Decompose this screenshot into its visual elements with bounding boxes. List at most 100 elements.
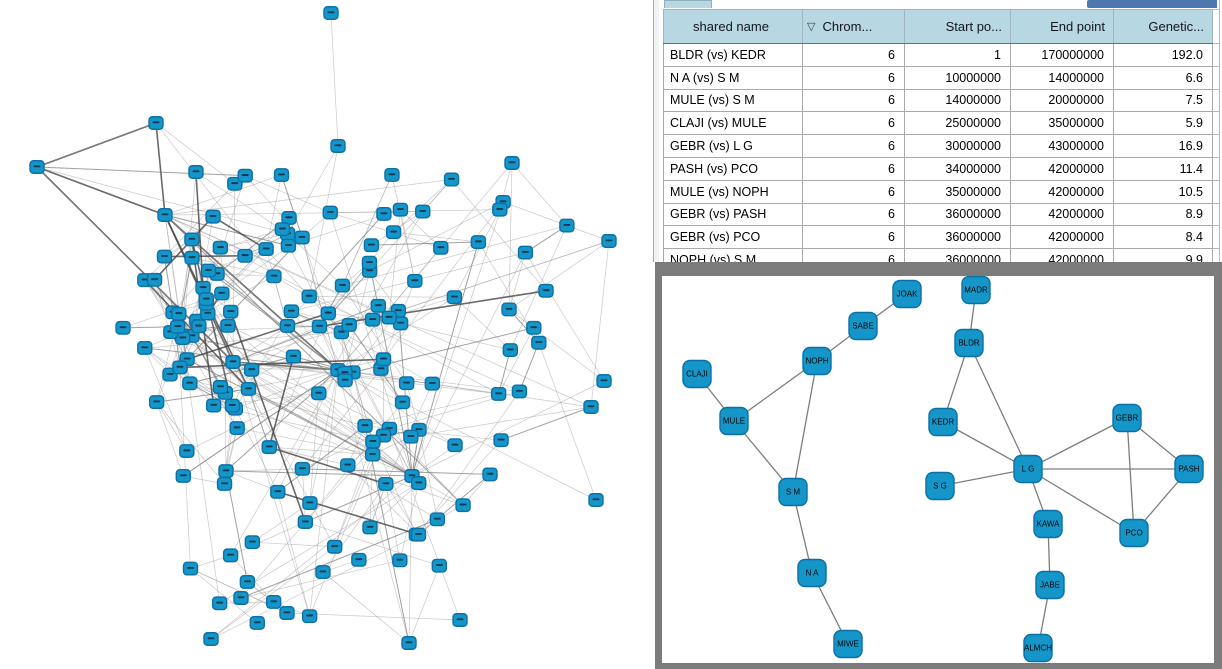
network-overview-canvas[interactable] — [0, 0, 652, 669]
table-cell[interactable]: 6.6 — [1113, 65, 1213, 90]
node-shape[interactable] — [1112, 403, 1142, 433]
table-cell[interactable]: GEBR (vs) L G — [663, 134, 803, 158]
table-cell[interactable]: 42000000 — [1010, 225, 1114, 250]
table-cell[interactable]: 20000000 — [1010, 88, 1114, 113]
table-cell[interactable]: 35000000 — [904, 179, 1011, 204]
node-shape[interactable] — [682, 359, 712, 389]
network-node-kawa[interactable]: KAWA — [1033, 509, 1063, 539]
network-node-sg[interactable]: S G — [925, 471, 955, 501]
column-header-shared-name[interactable]: shared name — [663, 9, 803, 44]
table-cell[interactable]: 14000000 — [1010, 65, 1114, 90]
table-cell[interactable]: 8.4 — [1113, 225, 1213, 250]
table-row[interactable]: GEBR (vs) PASH 6 36000000 42000000 8.9 — [663, 202, 1220, 227]
table-cell[interactable]: 42000000 — [1010, 202, 1114, 227]
table-cell[interactable]: GEBR (vs) PCO — [663, 225, 803, 250]
node-shape[interactable] — [797, 558, 827, 588]
network-node-noph[interactable]: NOPH — [802, 346, 832, 376]
node-shape[interactable] — [802, 346, 832, 376]
panel-tab-stub[interactable] — [664, 0, 712, 8]
column-header-chrom---[interactable]: ▽ Chrom... — [802, 9, 905, 44]
table-row[interactable]: MULE (vs) S M 6 14000000 20000000 7.5 — [663, 88, 1220, 113]
detail-edge[interactable] — [1027, 417, 1128, 470]
node-shape[interactable] — [833, 629, 863, 659]
node-shape[interactable] — [961, 276, 991, 305]
network-node-gebr[interactable]: GEBR — [1112, 403, 1142, 433]
node-shape[interactable] — [925, 471, 955, 501]
table-cell[interactable]: 6 — [802, 179, 905, 204]
detail-edge[interactable] — [1027, 468, 1135, 534]
table-cell[interactable]: 10000000 — [904, 65, 1011, 90]
node-shape[interactable] — [1035, 570, 1065, 600]
node-shape[interactable] — [1174, 454, 1204, 484]
table-cell[interactable]: BLDR (vs) KEDR — [663, 43, 803, 67]
node-shape[interactable] — [1023, 633, 1053, 663]
table-cell[interactable]: 8.9 — [1113, 202, 1213, 227]
table-row[interactable]: BLDR (vs) KEDR 6 1 170000000 192.0 — [663, 43, 1220, 67]
detail-edge[interactable] — [968, 342, 1029, 470]
node-shape[interactable] — [928, 407, 958, 437]
detail-edge[interactable] — [792, 360, 818, 493]
table-cell[interactable]: MULE (vs) NOPH — [663, 179, 803, 204]
node-shape[interactable] — [719, 406, 749, 436]
node-shape[interactable] — [848, 311, 878, 341]
table-cell[interactable]: 6 — [802, 134, 905, 158]
table-cell[interactable]: CLAJI (vs) MULE — [663, 111, 803, 136]
table-cell[interactable]: 6 — [802, 88, 905, 113]
table-cell[interactable]: 6 — [802, 202, 905, 227]
table-cell[interactable]: 35000000 — [1010, 111, 1114, 136]
column-header-start-po---[interactable]: Start po... — [904, 9, 1011, 44]
table-cell[interactable]: 6 — [802, 43, 905, 67]
table-row[interactable]: N A (vs) S M 6 10000000 14000000 6.6 — [663, 65, 1220, 90]
table-row[interactable]: PASH (vs) PCO 6 34000000 42000000 11.4 — [663, 156, 1220, 181]
table-cell[interactable]: 16.9 — [1113, 134, 1213, 158]
network-node-mule[interactable]: MULE — [719, 406, 749, 436]
scrollbar-thumb[interactable] — [1087, 0, 1217, 8]
table-cell[interactable]: 10.5 — [1113, 179, 1213, 204]
table-cell[interactable]: 6 — [802, 156, 905, 181]
network-node-pco[interactable]: PCO — [1119, 518, 1149, 548]
table-row[interactable]: GEBR (vs) L G 6 30000000 43000000 16.9 — [663, 134, 1220, 158]
table-row[interactable]: MULE (vs) NOPH 6 35000000 42000000 10.5 — [663, 179, 1220, 204]
node-shape[interactable] — [1119, 518, 1149, 548]
table-cell[interactable]: 6 — [802, 225, 905, 250]
network-node-almch[interactable]: ALMCH — [1023, 633, 1053, 663]
table-cell[interactable]: 170000000 — [1010, 43, 1114, 67]
table-cell[interactable]: MULE (vs) S M — [663, 88, 803, 113]
node-shape[interactable] — [1013, 454, 1043, 484]
table-cell[interactable]: N A (vs) S M — [663, 65, 803, 90]
table-cell[interactable]: 7.5 — [1113, 88, 1213, 113]
network-node-joak[interactable]: JOAK — [892, 279, 922, 309]
network-node-jabe[interactable]: JABE — [1035, 570, 1065, 600]
network-detail-canvas[interactable]: JOAK SABE NOPH CLAJI MULE S M N A MIWE MADR BLDR K… — [662, 276, 1214, 663]
network-node-miwe[interactable]: MIWE — [833, 629, 863, 659]
network-node-bldr[interactable]: BLDR — [954, 328, 984, 358]
table-cell[interactable]: 5.9 — [1113, 111, 1213, 136]
column-header-genetic---[interactable]: Genetic... — [1113, 9, 1213, 44]
table-cell[interactable]: PASH (vs) PCO — [663, 156, 803, 181]
column-header-end-point[interactable]: End point — [1010, 9, 1114, 44]
node-shape[interactable] — [954, 328, 984, 358]
network-node-na[interactable]: N A — [797, 558, 827, 588]
node-shape[interactable] — [778, 477, 808, 507]
table-cell[interactable]: 6 — [802, 65, 905, 90]
table-cell[interactable]: 30000000 — [904, 134, 1011, 158]
table-cell[interactable]: 43000000 — [1010, 134, 1114, 158]
table-cell[interactable]: 34000000 — [904, 156, 1011, 181]
network-node-pash[interactable]: PASH — [1174, 454, 1204, 484]
table-row[interactable]: CLAJI (vs) MULE 6 25000000 35000000 5.9 — [663, 111, 1220, 136]
filter-icon[interactable]: ▽ — [807, 21, 816, 33]
network-node-lg[interactable]: L G — [1013, 454, 1043, 484]
table-cell[interactable]: GEBR (vs) PASH — [663, 202, 803, 227]
network-node-sm[interactable]: S M — [778, 477, 808, 507]
table-cell[interactable]: 1 — [904, 43, 1011, 67]
table-cell[interactable]: 42000000 — [1010, 179, 1114, 204]
table-cell[interactable]: 25000000 — [904, 111, 1011, 136]
node-shape[interactable] — [1033, 509, 1063, 539]
table-cell[interactable]: 36000000 — [904, 202, 1011, 227]
network-node-madr[interactable]: MADR — [961, 276, 991, 305]
table-row[interactable]: GEBR (vs) PCO 6 36000000 42000000 8.4 — [663, 225, 1220, 250]
table-cell[interactable]: 192.0 — [1113, 43, 1213, 67]
table-cell[interactable]: 11.4 — [1113, 156, 1213, 181]
table-cell[interactable]: 36000000 — [904, 225, 1011, 250]
network-node-kedr[interactable]: KEDR — [928, 407, 958, 437]
